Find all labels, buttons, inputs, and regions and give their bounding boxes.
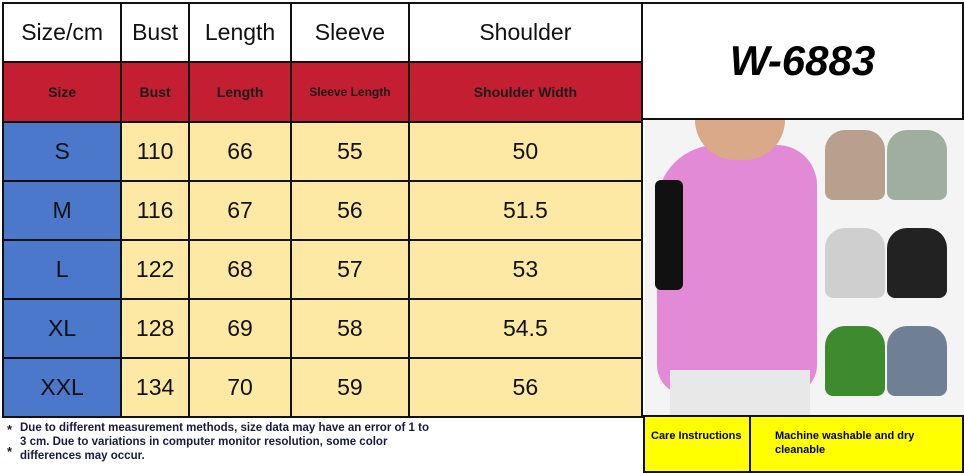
header-row: Size/cm Bust Length Sleeve Shoulder [1,2,644,63]
size-row: S 110 66 55 50 [1,121,644,182]
color-variant-thumbnail [887,130,947,200]
subheader-sleeve: Sleeve Length [290,61,410,123]
model-pink-sweater [657,145,817,395]
bust-cell: 116 [120,180,190,241]
color-variant-thumbnail [887,326,947,396]
header-bust: Bust [120,2,190,63]
size-cell: XXL [1,357,123,418]
lace-skirt [670,370,810,415]
bust-cell: 122 [120,239,190,300]
size-cell: S [1,121,123,182]
size-row: M 116 67 56 51.5 [1,180,644,241]
color-variant-thumbnail [887,228,947,298]
handbag [655,180,683,290]
header-length: Length [187,2,293,63]
subheader-shoulder: Shoulder Width [407,61,644,123]
color-variant-thumbnail [825,228,885,298]
sleeve-cell: 57 [290,239,410,300]
subheader-row: Size Bust Length Sleeve Length Shoulder … [1,61,644,123]
sleeve-cell: 56 [290,180,410,241]
size-cell: L [1,239,123,300]
size-cell: XL [1,298,123,359]
measurement-note: * * Due to different measurement methods… [2,415,643,473]
sleeve-cell: 59 [290,357,410,418]
sleeve-cell: 58 [290,298,410,359]
bust-cell: 110 [120,121,190,182]
header-size: Size/cm [1,2,123,63]
shoulder-cell: 51.5 [407,180,644,241]
bust-cell: 128 [120,298,190,359]
shoulder-cell: 50 [407,121,644,182]
size-cell: M [1,180,123,241]
size-row: XXL 134 70 59 56 [1,357,644,418]
product-code: W-6883 [729,37,876,84]
subheader-size: Size [1,61,123,123]
product-photo [645,120,964,415]
sleeve-cell: 55 [290,121,410,182]
size-row: L 122 68 57 53 [1,239,644,300]
subheader-bust: Bust [120,61,190,123]
shoulder-cell: 54.5 [407,298,644,359]
care-value: Machine washable and dry cleanable [751,415,964,473]
care-label: Care Instructions [643,415,751,473]
size-chart-table: Size/cm Bust Length Sleeve Shoulder Size… [1,2,644,418]
bust-cell: 134 [120,357,190,418]
size-row: XL 128 69 58 54.5 [1,298,644,359]
length-cell: 67 [187,180,293,241]
length-cell: 68 [187,239,293,300]
length-cell: 70 [187,357,293,418]
header-shoulder: Shoulder [407,2,644,63]
color-variant-thumbnail [825,130,885,200]
product-code-panel: W-6883 [643,2,964,120]
header-sleeve: Sleeve [290,2,410,63]
color-variant-thumbnail [825,326,885,396]
asterisk: * [7,444,13,459]
shoulder-cell: 53 [407,239,644,300]
shoulder-cell: 56 [407,357,644,418]
length-cell: 69 [187,298,293,359]
note-text: Due to different measurement methods, si… [20,422,429,462]
length-cell: 66 [187,121,293,182]
subheader-length: Length [187,61,293,123]
asterisk: * [7,422,13,437]
